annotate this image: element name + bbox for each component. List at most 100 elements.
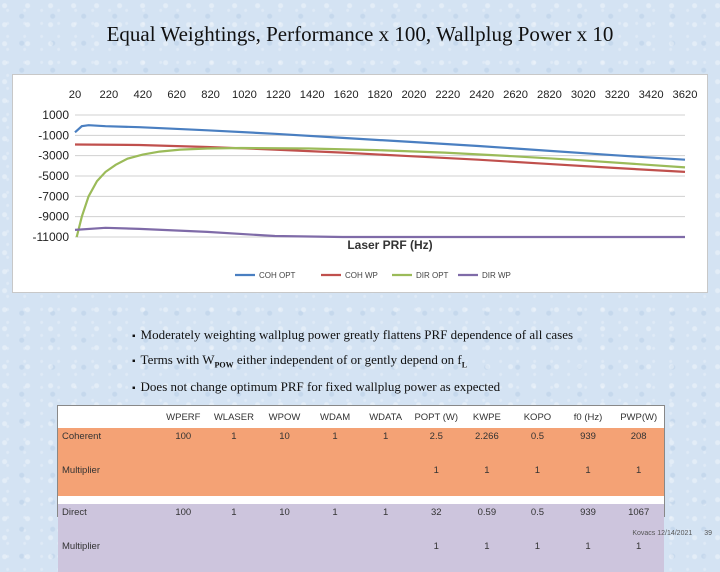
table-cell: 208 — [613, 428, 664, 462]
table-cell: 1 — [613, 538, 664, 572]
table-cell: 1 — [562, 538, 614, 572]
table-cell: 0.5 — [512, 504, 563, 538]
slide-title: Equal Weightings, Performance x 100, Wal… — [106, 22, 614, 46]
table-cell: 1067 — [613, 504, 664, 538]
table-cell: 1 — [360, 428, 411, 462]
bullet-marker-icon: ▪ — [132, 356, 136, 367]
bullet-2-text-a: Terms with W — [140, 352, 215, 367]
table-cell: 100 — [158, 504, 209, 538]
x-tick-label: 1220 — [266, 89, 291, 101]
table-header-row: WPERF WLASER WPOW WDAM WDATA POPT (W) KW… — [58, 406, 664, 428]
table-cell: 1 — [410, 462, 462, 496]
table-header: POPT (W) — [414, 411, 459, 423]
legend-label: DIR WP — [482, 271, 511, 280]
table-cell — [309, 462, 361, 496]
table-cell — [259, 538, 310, 572]
y-tick-label: -11000 — [33, 230, 70, 244]
x-tick-label: 2220 — [435, 89, 460, 101]
table-cell — [158, 462, 209, 496]
x-tick-label: 1620 — [334, 89, 359, 101]
table-header: f0 (Hz) — [573, 411, 603, 423]
y-tick-label: -1000 — [38, 128, 69, 142]
bullet-1: ▪ Moderately weighting wallplug power gre… — [132, 327, 672, 343]
bullet-2-sub-l: L — [461, 360, 468, 370]
table-cell: 100 — [158, 428, 209, 462]
y-tick-label: -9000 — [38, 210, 69, 224]
table-header: WDAM — [320, 411, 351, 423]
table-header: KWPE — [472, 411, 501, 423]
x-tick-label: 2620 — [503, 89, 528, 101]
table-spacer — [58, 496, 664, 504]
table-cell — [259, 462, 310, 496]
table-header: WDATA — [369, 411, 403, 423]
table-cell: 2.266 — [461, 428, 513, 462]
table-header — [58, 406, 158, 428]
weightings-table: WPERF WLASER WPOW WDAM WDATA POPT (W) KW… — [57, 405, 665, 572]
table-cell — [158, 538, 209, 572]
y-tick-label: 1000 — [42, 108, 69, 122]
table-cell: 1 — [360, 504, 411, 538]
table-cell: 1 — [208, 504, 260, 538]
table-cell — [208, 538, 260, 572]
table-cell: 1 — [562, 462, 614, 496]
table-header: WLASER — [213, 411, 254, 423]
x-tick-label: 1820 — [368, 89, 393, 101]
table-row-direct-bottom: Multiplier 1 1 1 1 1 — [58, 538, 664, 572]
footer-author-date: Kovacs 12/14/2021 — [632, 530, 693, 537]
table-cell — [360, 462, 411, 496]
table-cell: 2.5 — [410, 428, 462, 462]
chart-svg: 20 220 420 620 820 1020 1220 1420 1620 1820 2020 22… — [33, 89, 698, 280]
y-tick-label: -3000 — [38, 149, 69, 163]
bullet-2-text-b: either independent of or gently depend o… — [233, 352, 462, 367]
legend-label: COH OPT — [259, 271, 296, 280]
x-tick-label: 220 — [100, 89, 119, 101]
series-line-dir-wp — [74, 226, 685, 239]
table-cell: 32 — [410, 504, 462, 538]
table-cell: 0.59 — [461, 504, 513, 538]
x-tick-label: 1020 — [232, 89, 257, 101]
table-cell: 1 — [461, 462, 513, 496]
bullet-1-text: Moderately weighting wallplug power grea… — [140, 327, 574, 342]
table-cell: 1 — [410, 538, 462, 572]
x-tick-label: 1420 — [300, 89, 325, 101]
bullet-3-text: Does not change optimum PRF for fixed wa… — [140, 378, 501, 394]
table-cell: 939 — [562, 504, 614, 538]
x-tick-label: 620 — [167, 89, 186, 101]
series-line-coh-opt — [74, 124, 686, 161]
table-cell: 939 — [562, 428, 614, 462]
table-header: KOPO — [523, 411, 552, 423]
table-row-direct-top: Direct 100 1 10 1 1 32 0.59 0.5 939 1067 — [58, 504, 664, 538]
table-cell: 1 — [309, 504, 361, 538]
bullet-2: ▪ Terms with WPOW either independent of o… — [132, 352, 672, 370]
table-header: PWP(W) — [620, 411, 658, 423]
table-cell: 1 — [461, 538, 513, 572]
bullet-list: ▪ Moderately weighting wallplug power gre… — [132, 327, 672, 404]
footer-page-number: 39 — [704, 530, 712, 537]
line-chart: 20 220 420 620 820 1020 1220 1420 1620 1820 2020 22… — [12, 74, 708, 293]
table-cell — [360, 538, 411, 572]
table-row-coherent-top: Coherent 100 1 10 1 1 2.5 2.266 0.5 939 … — [58, 428, 664, 462]
row-label: Direct — [58, 504, 158, 538]
table-cell: 1 — [613, 462, 664, 496]
bullet-2-sub-pow: POW — [214, 360, 234, 370]
table-cell: 1 — [512, 462, 563, 496]
series-line-coh-wp — [74, 143, 686, 173]
x-tick-label: 2820 — [537, 89, 562, 101]
x-tick-label: 2420 — [469, 89, 494, 101]
table-cell: 1 — [309, 428, 361, 462]
x-tick-label: 3220 — [605, 89, 630, 101]
slide-footer: Kovacs 12/14/2021 39 — [622, 530, 712, 537]
y-tick-label: -5000 — [38, 169, 69, 183]
table-cell: 1 — [512, 538, 563, 572]
table-cell — [309, 538, 361, 572]
table-cell: 10 — [259, 428, 310, 462]
x-tick-label: 820 — [201, 89, 220, 101]
series-line-dir-opt — [75, 146, 686, 238]
bullet-3: ▪ Does not change optimum PRF for fixed w… — [132, 379, 672, 395]
x-tick-label: 420 — [133, 89, 152, 101]
x-tick-label: 2020 — [401, 89, 426, 101]
bullet-marker-icon: ▪ — [132, 331, 136, 342]
row-label: Multiplier — [58, 462, 158, 496]
x-tick-label: 3420 — [639, 89, 664, 101]
row-label: Coherent — [58, 428, 158, 462]
